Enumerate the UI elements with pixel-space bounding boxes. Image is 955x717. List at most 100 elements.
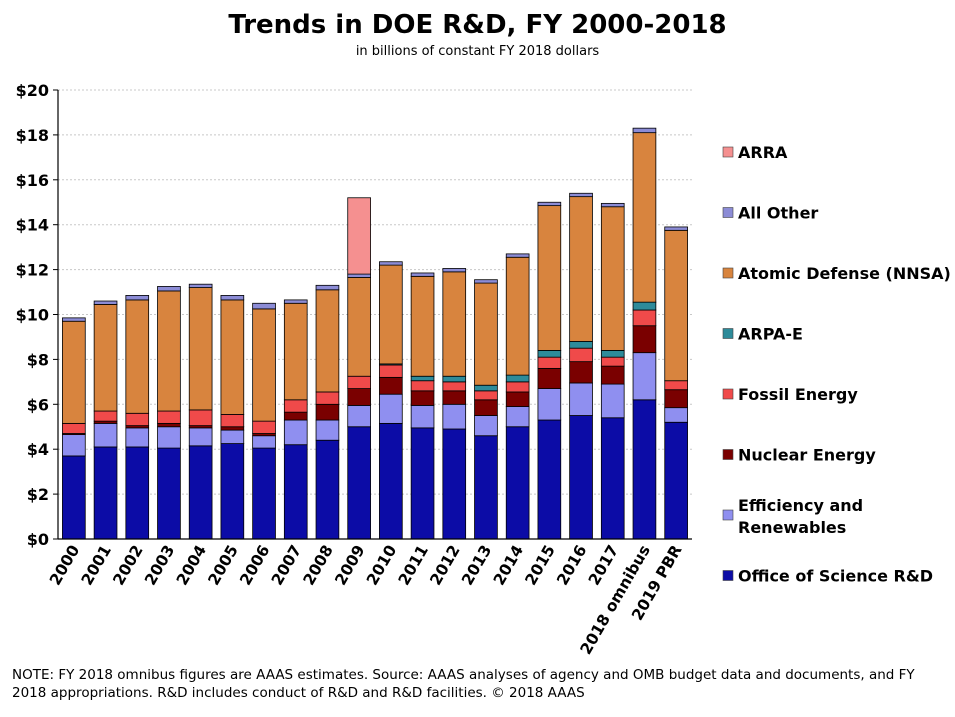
- bar-segment: [188, 445, 213, 540]
- legend-label: ARRA: [738, 143, 788, 162]
- bar-segment: [569, 415, 593, 540]
- grid-lines: [58, 89, 692, 495]
- bar-segment: [442, 381, 467, 392]
- bar-segment: [600, 356, 625, 367]
- bar-segment: [379, 393, 403, 424]
- bar-segment: [632, 301, 657, 311]
- bar-segment: [379, 422, 403, 540]
- bar-segment: [157, 447, 181, 540]
- x-tick-label: 2009: [331, 542, 368, 588]
- bar-segment: [537, 356, 562, 369]
- x-tick-label: 2007: [268, 542, 305, 588]
- bar-segment: [62, 434, 86, 457]
- legend-swatch: [722, 570, 734, 581]
- bar-segment: [283, 399, 308, 413]
- bar-segment: [664, 229, 688, 382]
- bar-segment: [600, 383, 625, 419]
- bar-segment: [93, 410, 118, 422]
- legend-swatch: [722, 388, 734, 400]
- bar-segment: [157, 422, 181, 428]
- bar-segment: [505, 391, 530, 407]
- bar-segment: [157, 290, 181, 412]
- bar-segment: [664, 380, 688, 391]
- axes: [53, 89, 692, 540]
- bar-segment: [632, 132, 657, 303]
- legend-swatch: [722, 207, 734, 218]
- bar-segment: [569, 341, 593, 349]
- legend-swatch: [722, 328, 734, 339]
- bar-segment: [252, 308, 276, 422]
- bar-segment: [664, 407, 688, 423]
- stacked-bar-chart: $0$2$4$6$8$10$12$14$16$18$20 20002001200…: [16, 81, 951, 658]
- y-tick-label: $8: [27, 350, 49, 369]
- bar-segment: [315, 403, 340, 421]
- legend-label: Office of Science R&D: [738, 567, 933, 586]
- bar-segment: [442, 390, 467, 405]
- bar-segment: [220, 414, 245, 428]
- bar-segment: [347, 273, 371, 278]
- bar-segment: [315, 284, 340, 291]
- bar-segment: [220, 429, 245, 444]
- bar-segment: [505, 374, 530, 383]
- bar-segment: [315, 439, 340, 540]
- bar-segment: [474, 390, 498, 401]
- bar-segment: [315, 289, 340, 393]
- bar-segment: [410, 380, 435, 392]
- bar-segment: [600, 206, 625, 351]
- legend-label: Atomic Defense (NNSA): [738, 264, 951, 283]
- bar-segment: [252, 302, 276, 310]
- bar-segment: [569, 382, 593, 416]
- bar-segment: [379, 261, 403, 266]
- legend-label-line: Renewables: [738, 518, 846, 537]
- bar-segment: [220, 299, 245, 415]
- bar-segment: [283, 419, 308, 446]
- x-tick-label: 2001: [78, 542, 115, 588]
- bar-segment: [410, 427, 435, 540]
- bar-segment: [474, 282, 498, 386]
- y-tick-label: $12: [16, 261, 49, 280]
- bar-segment: [569, 196, 593, 342]
- bar-segment: [252, 447, 276, 540]
- y-tick-label: $6: [27, 395, 49, 414]
- bar-segment: [537, 419, 562, 540]
- bar-segment: [537, 367, 562, 389]
- bar-segment: [569, 347, 593, 363]
- bar-segment: [315, 391, 340, 405]
- bar-segment: [505, 381, 530, 393]
- bar-segment: [664, 421, 688, 540]
- x-tick-label: 2013: [458, 542, 495, 588]
- bar-segment: [125, 412, 150, 427]
- bar-segment: [600, 417, 625, 540]
- bar-segment: [347, 277, 371, 377]
- legend-label: All Other: [738, 204, 818, 223]
- bar-segment: [188, 427, 213, 447]
- bar-segment: [283, 411, 308, 421]
- bar-segment: [632, 399, 657, 540]
- x-tick-label: 2005: [205, 542, 242, 588]
- x-tick-label: 2010: [363, 542, 400, 589]
- bar-segment: [474, 279, 498, 284]
- bar-segment: [93, 303, 118, 412]
- x-tick-label: 2003: [141, 542, 178, 588]
- bar-segment: [283, 299, 308, 304]
- bar-segment: [93, 446, 118, 540]
- bar-segment: [442, 268, 467, 273]
- bar-segment: [125, 427, 150, 448]
- bar-segment: [347, 426, 371, 540]
- y-tick-label: $18: [16, 126, 49, 145]
- legend-swatch: [722, 267, 734, 279]
- bar-segment: [252, 420, 276, 434]
- legend: ARRA All Other Atomic Defense (NNSA) ARPA-E…: [722, 143, 951, 586]
- bar-segment: [93, 422, 118, 448]
- bar-segment: [62, 422, 86, 434]
- bar-segment: [220, 295, 245, 301]
- x-tick-label: 2008: [300, 542, 337, 588]
- bar-segment: [600, 350, 625, 358]
- x-tick-label: 2016: [553, 542, 590, 588]
- bar-segment: [379, 264, 403, 365]
- bar-segment: [505, 426, 530, 540]
- x-tick-label: 2014: [490, 542, 527, 589]
- bar-segment: [125, 299, 150, 414]
- bar-segment: [220, 443, 245, 540]
- bar-segment: [125, 295, 150, 301]
